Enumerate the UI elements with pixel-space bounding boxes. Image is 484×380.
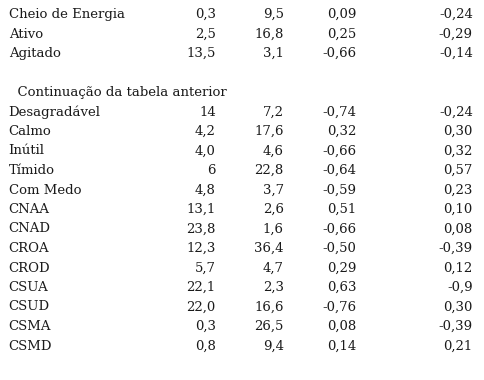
Text: 22,1: 22,1 xyxy=(186,281,215,294)
Text: Calmo: Calmo xyxy=(9,125,51,138)
Text: -0,66: -0,66 xyxy=(322,144,356,157)
Text: 26,5: 26,5 xyxy=(254,320,283,333)
Text: 0,21: 0,21 xyxy=(443,339,472,353)
Text: -0,50: -0,50 xyxy=(322,242,356,255)
Text: 0,8: 0,8 xyxy=(195,339,215,353)
Text: -0,39: -0,39 xyxy=(438,242,472,255)
Text: CNAA: CNAA xyxy=(9,203,50,216)
Text: 9,5: 9,5 xyxy=(262,8,283,21)
Text: 12,3: 12,3 xyxy=(186,242,215,255)
Text: 0,51: 0,51 xyxy=(327,203,356,216)
Text: 0,25: 0,25 xyxy=(327,27,356,41)
Text: 3,7: 3,7 xyxy=(262,184,283,196)
Text: 0,08: 0,08 xyxy=(327,320,356,333)
Text: 5,7: 5,7 xyxy=(195,261,215,274)
Text: Ativo: Ativo xyxy=(9,27,43,41)
Text: 7,2: 7,2 xyxy=(262,106,283,119)
Text: -0,76: -0,76 xyxy=(322,301,356,314)
Text: 36,4: 36,4 xyxy=(254,242,283,255)
Text: -0,14: -0,14 xyxy=(438,47,472,60)
Text: 0,29: 0,29 xyxy=(326,261,356,274)
Text: -0,9: -0,9 xyxy=(446,281,472,294)
Text: Agitado: Agitado xyxy=(9,47,60,60)
Text: 9,4: 9,4 xyxy=(262,339,283,353)
Text: 4,8: 4,8 xyxy=(195,184,215,196)
Text: 0,12: 0,12 xyxy=(443,261,472,274)
Text: -0,74: -0,74 xyxy=(322,106,356,119)
Text: 3,1: 3,1 xyxy=(262,47,283,60)
Text: 0,57: 0,57 xyxy=(442,164,472,177)
Text: Desagradável: Desagradável xyxy=(9,106,101,119)
Text: Continuação da tabela anterior: Continuação da tabela anterior xyxy=(9,86,226,99)
Text: -0,66: -0,66 xyxy=(322,47,356,60)
Text: Com Medo: Com Medo xyxy=(9,184,81,196)
Text: 0,23: 0,23 xyxy=(442,184,472,196)
Text: CROA: CROA xyxy=(9,242,49,255)
Text: 2,6: 2,6 xyxy=(262,203,283,216)
Text: 0,3: 0,3 xyxy=(195,8,215,21)
Text: CSMA: CSMA xyxy=(9,320,51,333)
Text: -0,29: -0,29 xyxy=(438,27,472,41)
Text: -0,24: -0,24 xyxy=(438,106,472,119)
Text: 4,6: 4,6 xyxy=(262,144,283,157)
Text: CNAD: CNAD xyxy=(9,223,51,236)
Text: 2,3: 2,3 xyxy=(262,281,283,294)
Text: 4,7: 4,7 xyxy=(262,261,283,274)
Text: Cheio de Energia: Cheio de Energia xyxy=(9,8,124,21)
Text: 0,10: 0,10 xyxy=(443,203,472,216)
Text: 0,63: 0,63 xyxy=(326,281,356,294)
Text: -0,64: -0,64 xyxy=(322,164,356,177)
Text: -0,66: -0,66 xyxy=(322,223,356,236)
Text: 13,1: 13,1 xyxy=(186,203,215,216)
Text: CSUD: CSUD xyxy=(9,301,50,314)
Text: 2,5: 2,5 xyxy=(195,27,215,41)
Text: 0,09: 0,09 xyxy=(326,8,356,21)
Text: 22,0: 22,0 xyxy=(186,301,215,314)
Text: 4,2: 4,2 xyxy=(195,125,215,138)
Text: 6: 6 xyxy=(207,164,215,177)
Text: 0,14: 0,14 xyxy=(327,339,356,353)
Text: 1,6: 1,6 xyxy=(262,223,283,236)
Text: Tímido: Tímido xyxy=(9,164,55,177)
Text: 22,8: 22,8 xyxy=(254,164,283,177)
Text: 17,6: 17,6 xyxy=(254,125,283,138)
Text: CSMD: CSMD xyxy=(9,339,52,353)
Text: 16,8: 16,8 xyxy=(254,27,283,41)
Text: 16,6: 16,6 xyxy=(254,301,283,314)
Text: 0,30: 0,30 xyxy=(442,125,472,138)
Text: 0,32: 0,32 xyxy=(326,125,356,138)
Text: 13,5: 13,5 xyxy=(186,47,215,60)
Text: CROD: CROD xyxy=(9,261,50,274)
Text: Inútil: Inútil xyxy=(9,144,45,157)
Text: 0,30: 0,30 xyxy=(442,301,472,314)
Text: 0,3: 0,3 xyxy=(195,320,215,333)
Text: CSUA: CSUA xyxy=(9,281,48,294)
Text: 14: 14 xyxy=(198,106,215,119)
Text: 0,32: 0,32 xyxy=(442,144,472,157)
Text: -0,24: -0,24 xyxy=(438,8,472,21)
Text: 4,0: 4,0 xyxy=(195,144,215,157)
Text: 23,8: 23,8 xyxy=(186,223,215,236)
Text: -0,59: -0,59 xyxy=(322,184,356,196)
Text: 0,08: 0,08 xyxy=(443,223,472,236)
Text: -0,39: -0,39 xyxy=(438,320,472,333)
